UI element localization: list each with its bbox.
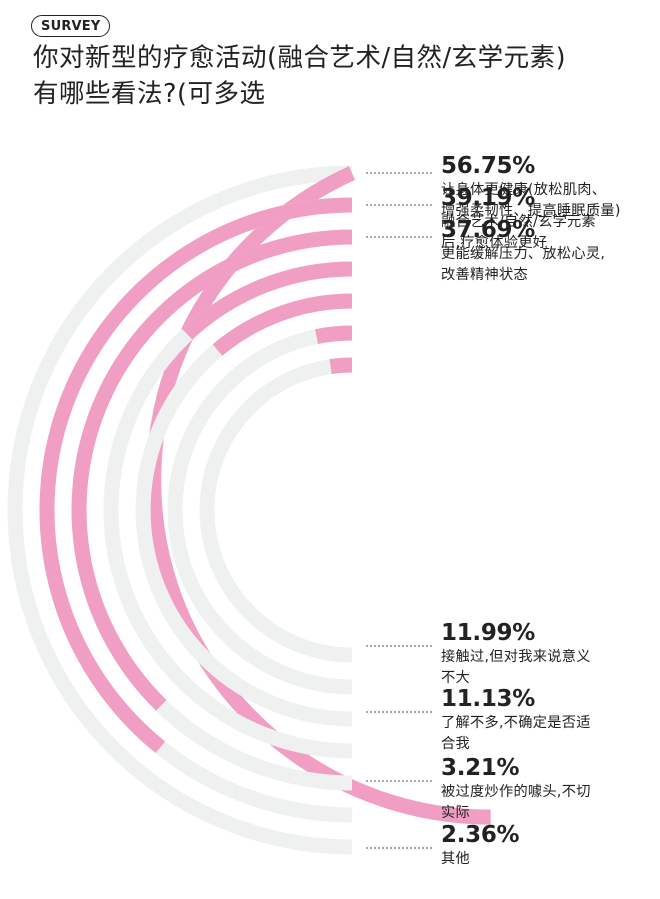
category-label-line: 改善精神状态	[441, 267, 528, 283]
bar-3	[71, 229, 353, 711]
survey-badge: SURVEY	[31, 15, 111, 37]
category-label: 其他	[441, 849, 656, 870]
category-label: 更能缓解压力、放松心灵, 改善精神状态	[441, 244, 656, 286]
bar-5	[212, 293, 353, 356]
percent-label: 39.19%	[441, 185, 535, 211]
category-label: 了解不多,不确定是否适 合我	[441, 713, 656, 755]
bar-6	[315, 325, 353, 344]
chart-title: 你对新型的疗愈活动(融合艺术/自然/玄学元素) 有哪些看法?(可多选	[33, 40, 643, 112]
data-label-1: 56.75% 让身体更健康(放松肌肉、 增强柔韧性、提高睡眠质量)	[441, 153, 656, 222]
category-label-line: 后,疗愈体验更好	[441, 235, 548, 251]
track-ring-7	[199, 357, 353, 663]
data-label-6: 3.21% 被过度炒作的噱头,不切 实际	[441, 755, 656, 824]
bar-2	[39, 197, 353, 754]
percent-label: 37.69%	[441, 217, 535, 243]
category-label-line: 让身体更健康(放松肌肉、	[441, 182, 607, 198]
data-label-4: 11.99% 接触过,但对我来说意义 不大	[441, 620, 656, 689]
percent-label: 56.75%	[441, 153, 535, 179]
data-label-5: 11.13% 了解不多,不确定是否适 合我	[441, 686, 656, 755]
category-label-line: 了解不多,不确定是否适	[441, 715, 591, 731]
percent-label: 11.13%	[441, 686, 535, 712]
data-label-7: 2.36% 其他	[441, 822, 656, 870]
category-label-line: 合我	[441, 736, 470, 752]
category-label-line: 接触过,但对我来说意义	[441, 649, 591, 665]
track-ring-6	[167, 325, 353, 695]
category-label-line: 增强柔韧性、提高睡眠质量)	[441, 203, 621, 219]
category-label-line: 实际	[441, 805, 470, 821]
bar-4	[182, 261, 353, 340]
category-label-line: 其他	[441, 851, 470, 867]
percent-label: 3.21%	[441, 755, 520, 781]
category-label-line: 融合艺术/自然/玄学元素	[441, 214, 597, 230]
category-label-line: 被过度炒作的噱头,不切	[441, 784, 591, 800]
data-label-2: 39.19% 融合艺术/自然/玄学元素 后,疗愈体验更好	[441, 185, 656, 254]
track-ring-1	[7, 165, 353, 855]
category-label: 被过度炒作的噱头,不切 实际	[441, 782, 656, 824]
category-label: 融合艺术/自然/玄学元素 后,疗愈体验更好	[441, 212, 656, 254]
percent-label: 2.36%	[441, 822, 520, 848]
category-label: 接触过,但对我来说意义 不大	[441, 647, 656, 689]
category-label-line: 更能缓解压力、放松心灵,	[441, 246, 606, 262]
data-label-3: 37.69% 更能缓解压力、放松心灵, 改善精神状态	[441, 217, 656, 286]
title-line-1: 你对新型的疗愈活动(融合艺术/自然/玄学元素)	[33, 43, 567, 73]
bar-7	[329, 357, 353, 375]
category-label: 让身体更健康(放松肌肉、 增强柔韧性、提高睡眠质量)	[441, 180, 656, 222]
percent-label: 11.99%	[441, 620, 535, 646]
title-line-2: 有哪些看法?(可多选	[33, 79, 266, 109]
category-label-line: 不大	[441, 670, 470, 686]
